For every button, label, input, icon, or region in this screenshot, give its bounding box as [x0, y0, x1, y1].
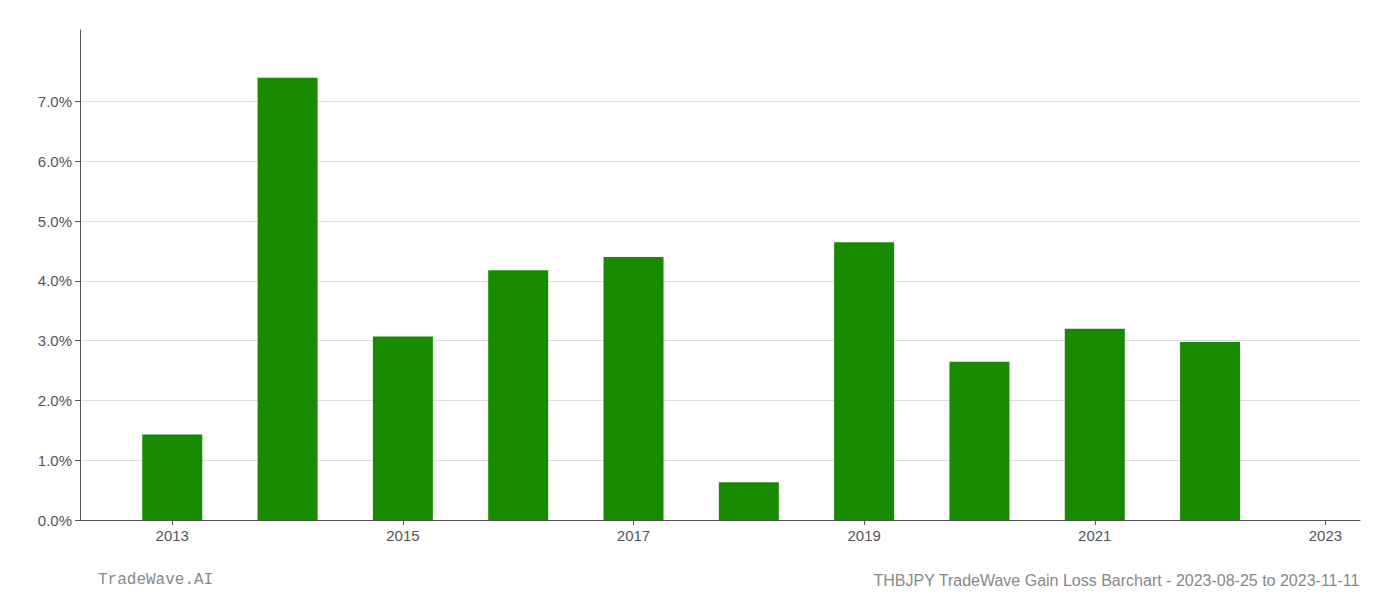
svg-text:2019: 2019: [847, 527, 880, 544]
svg-text:5.0%: 5.0%: [38, 213, 72, 230]
svg-text:2015: 2015: [386, 527, 419, 544]
svg-text:7.0%: 7.0%: [38, 93, 72, 110]
svg-text:2021: 2021: [1078, 527, 1111, 544]
svg-text:2017: 2017: [617, 527, 650, 544]
svg-text:4.0%: 4.0%: [38, 272, 72, 289]
svg-text:TradeWave.AI: TradeWave.AI: [98, 571, 213, 589]
svg-text:2.0%: 2.0%: [38, 392, 72, 409]
svg-text:2013: 2013: [156, 527, 189, 544]
svg-text:0.0%: 0.0%: [38, 512, 72, 529]
svg-text:1.0%: 1.0%: [38, 452, 72, 469]
svg-text:THBJPY TradeWave Gain Loss Bar: THBJPY TradeWave Gain Loss Barchart - 20…: [874, 572, 1360, 589]
svg-text:3.0%: 3.0%: [38, 332, 72, 349]
svg-text:2023: 2023: [1309, 527, 1342, 544]
svg-text:6.0%: 6.0%: [38, 153, 72, 170]
